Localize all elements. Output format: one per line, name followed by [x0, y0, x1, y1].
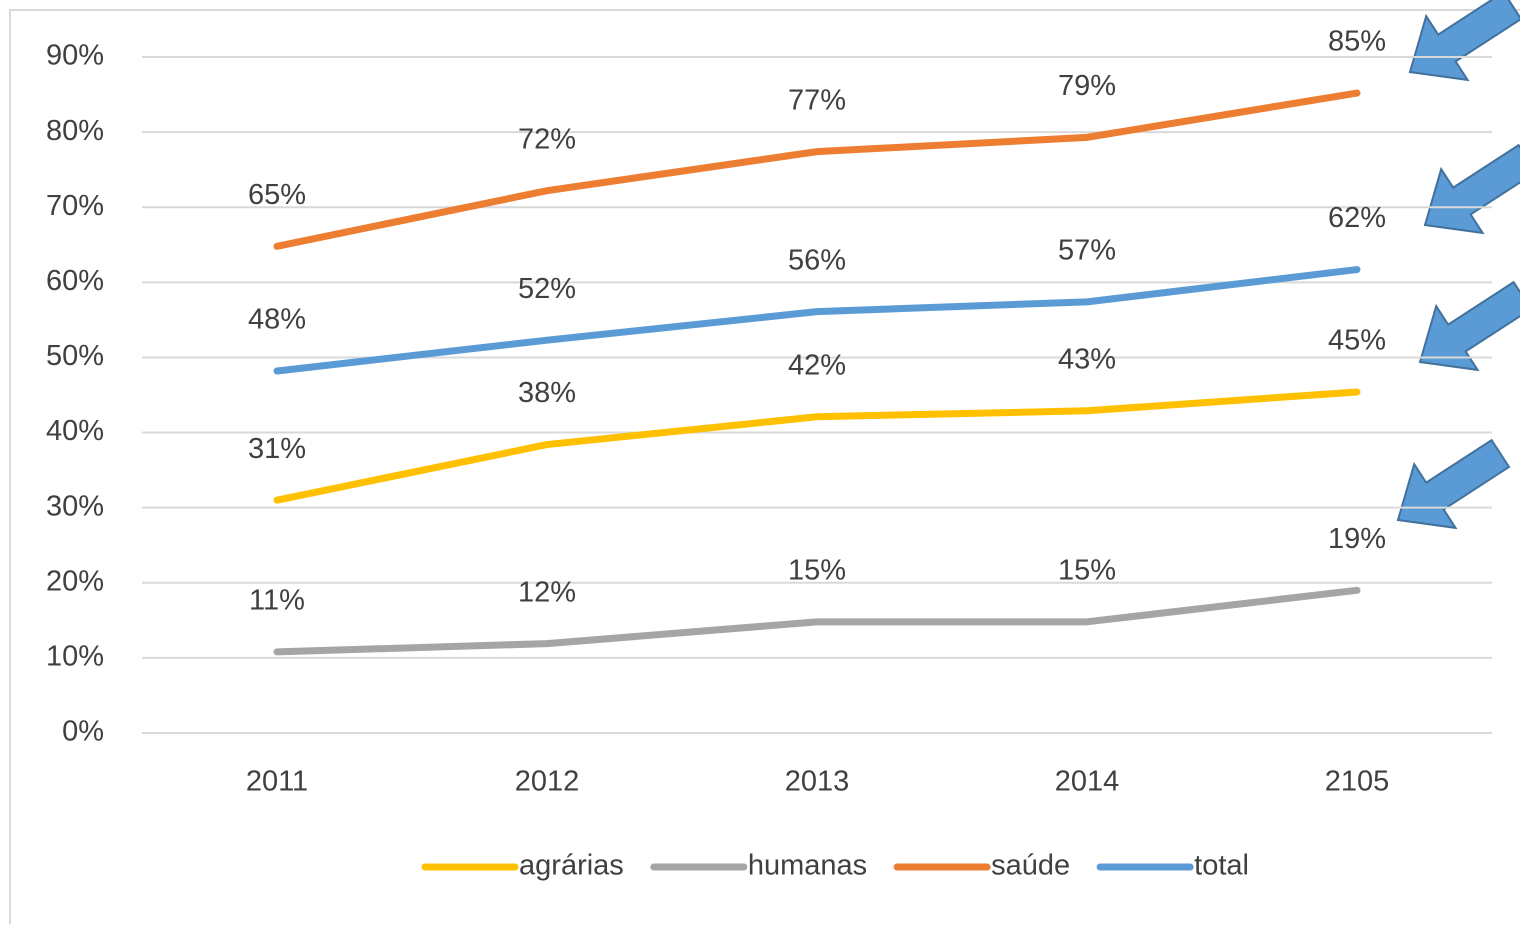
- data-label: 19%: [1328, 523, 1386, 555]
- arrow: [1396, 438, 1511, 530]
- arrows: [1396, 0, 1520, 530]
- y-tick-label: 80%: [46, 115, 104, 147]
- legend-label: humanas: [748, 850, 867, 882]
- data-label: 15%: [788, 554, 846, 586]
- series-line: [273, 388, 1361, 504]
- data-label: 42%: [788, 349, 846, 381]
- y-tick-label: 0%: [62, 716, 104, 748]
- data-label: 45%: [1328, 325, 1386, 357]
- data-label: 38%: [518, 377, 576, 409]
- x-tick-label: 2014: [1055, 766, 1120, 798]
- arrow: [1423, 143, 1520, 235]
- arrow: [1418, 280, 1520, 372]
- data-label: 77%: [788, 84, 846, 116]
- y-tick-label: 90%: [46, 40, 104, 72]
- data-label: 12%: [518, 576, 576, 608]
- y-tick-label: 30%: [46, 490, 104, 522]
- y-tick-label: 20%: [46, 565, 104, 597]
- legend-label: total: [1194, 850, 1249, 882]
- data-label: 52%: [518, 273, 576, 305]
- x-tick-label: 2105: [1325, 766, 1390, 798]
- data-label: 79%: [1058, 70, 1116, 102]
- legend-label: agrárias: [519, 850, 624, 882]
- series-line: [273, 266, 1361, 375]
- x-tick-label: 2011: [246, 766, 308, 798]
- legend-label: saúde: [991, 850, 1070, 882]
- data-label: 43%: [1058, 343, 1116, 375]
- data-label: 31%: [248, 433, 306, 465]
- data-label: 11%: [249, 585, 305, 617]
- data-label: 56%: [788, 244, 846, 276]
- y-tick-label: 70%: [46, 190, 104, 222]
- y-tick-label: 60%: [46, 265, 104, 297]
- legend: agrárias humanas saúde total: [421, 850, 1249, 882]
- data-label: 57%: [1058, 235, 1116, 267]
- data-label: 62%: [1328, 202, 1386, 234]
- data-label: 65%: [248, 179, 306, 211]
- data-label: 15%: [1058, 554, 1116, 586]
- y-tick-label: 10%: [46, 641, 104, 673]
- y-tick-label: 50%: [46, 340, 104, 372]
- data-label: 72%: [518, 123, 576, 155]
- data-label: 48%: [248, 304, 306, 336]
- series-line: [273, 89, 1361, 250]
- x-tick-label: 2012: [515, 766, 580, 798]
- x-tick-label: 2013: [785, 766, 850, 798]
- arrow: [1408, 0, 1520, 82]
- y-tick-label: 40%: [46, 415, 104, 447]
- series-line: [273, 586, 1361, 656]
- data-label: 85%: [1328, 26, 1386, 58]
- chart-border: [9, 9, 1520, 929]
